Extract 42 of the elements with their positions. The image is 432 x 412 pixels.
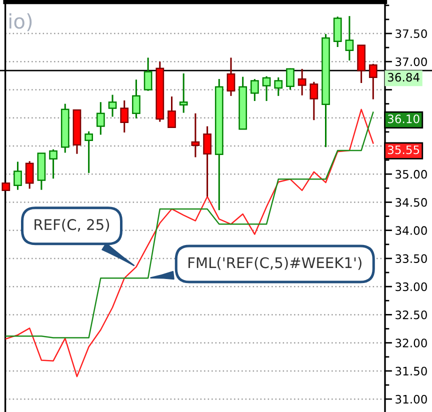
y-tick-label: 37.00	[396, 57, 427, 66]
text: REF(C, 25)	[34, 218, 110, 232]
candlestick	[132, 78, 140, 120]
candlestick	[14, 160, 22, 191]
candlestick	[310, 81, 318, 121]
line-series	[5, 108, 374, 378]
text: FML('REF(C,5)#WEEK1')	[188, 256, 362, 270]
candlestick	[120, 100, 129, 134]
candlestick	[108, 94, 117, 118]
y-tick-label: 33.50	[396, 254, 427, 264]
y-tick-label: 31.00	[396, 394, 427, 404]
y-tick-label: 37.50	[396, 29, 427, 38]
candlestick	[168, 96, 176, 128]
candlestick	[84, 130, 93, 174]
candlestick	[250, 78, 259, 102]
y-tick-label: 32.50	[396, 310, 427, 320]
y-tick-label: 32.00	[396, 338, 427, 348]
y-tick-label: 35.00	[396, 170, 427, 179]
data-label: 36.10	[388, 114, 420, 124]
candlestick	[262, 75, 271, 102]
text: io)	[9, 13, 32, 32]
y-tick-label: 31.50	[396, 366, 427, 376]
line-series	[5, 112, 374, 338]
candlestick	[333, 16, 342, 48]
data-label: 35.55	[388, 145, 420, 154]
candlestick	[179, 72, 188, 114]
y-tick-label: 34.00	[396, 226, 427, 235]
candlestick	[191, 112, 200, 158]
candlestick	[96, 101, 105, 136]
candlestick	[49, 148, 58, 180]
candlestick	[298, 68, 306, 96]
candlestick	[286, 68, 294, 90]
candlestick	[368, 63, 378, 100]
candlestick	[25, 160, 34, 190]
candlestick	[226, 56, 236, 97]
y-tick-label: 34.50	[396, 198, 427, 207]
candlestick	[203, 126, 212, 198]
candlestick	[345, 15, 354, 62]
candlestick	[274, 76, 283, 97]
candlestick	[144, 56, 152, 92]
ref-line-label: 36.84	[388, 72, 420, 82]
y-tick-label: 33.00	[396, 282, 427, 292]
